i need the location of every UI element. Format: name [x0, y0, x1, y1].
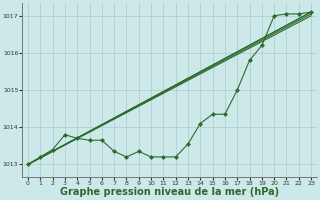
X-axis label: Graphe pression niveau de la mer (hPa): Graphe pression niveau de la mer (hPa)	[60, 187, 279, 197]
